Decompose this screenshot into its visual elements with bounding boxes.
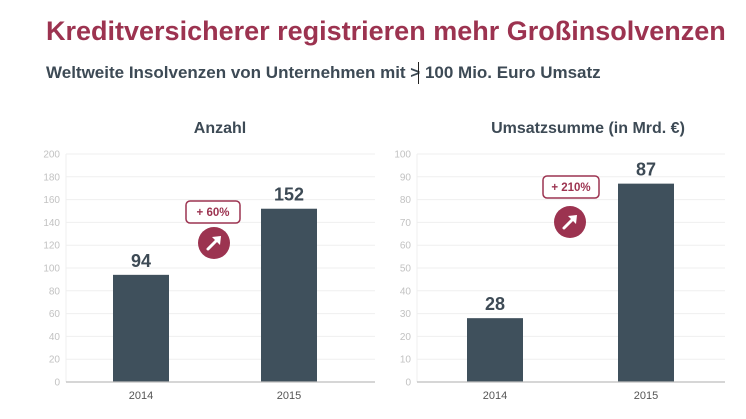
chart-2-y-tick-label: 20	[400, 332, 412, 343]
chart-2-category-label: 2015	[634, 390, 658, 402]
chart-1-y-tick-label: 0	[54, 378, 60, 389]
chart-1-y-tick-label: 180	[43, 172, 60, 183]
chart-1-title: Anzahl	[194, 120, 246, 137]
chart-1-bar-2014	[113, 274, 169, 382]
chart-1-y-tick-label: 40	[49, 332, 61, 343]
chart-2-data-label: 87	[636, 160, 656, 180]
chart-2-y-tick-label: 100	[394, 150, 411, 161]
chart-2-bar-2015	[618, 183, 674, 382]
page-subtitle: Weltweite Insolvenzen von Unternehmen mi…	[46, 63, 601, 82]
page-title: Kreditversicherer registrieren mehr Groß…	[46, 16, 726, 46]
chart-1-growth-badge	[185, 200, 241, 224]
chart-2-y-tick-label: 40	[400, 286, 412, 297]
chart-1-growth-label: + 60%	[197, 207, 230, 219]
chart-2-y-tick-label: 90	[400, 172, 412, 183]
chart-1-arrow-head	[212, 236, 221, 245]
chart-2-growth-badge	[542, 175, 600, 199]
chart-2-arrow-head	[568, 215, 577, 224]
chart-1-y-tick-label: 80	[49, 286, 61, 297]
chart-2-category-label: 2014	[483, 390, 507, 402]
chart-2-y-tick-label: 50	[400, 264, 412, 275]
chart-2-y-tick-label: 30	[400, 309, 412, 320]
chart-2-y-tick-label: 80	[400, 195, 412, 206]
chart-2-growth-label: + 210%	[551, 182, 590, 194]
chart-2-y-tick-label: 0	[405, 378, 411, 389]
chart-2-y-tick-label: 70	[400, 218, 412, 229]
chart-1-y-tick-label: 20	[49, 355, 61, 366]
chart-2-bar-2014	[467, 318, 523, 382]
chart-1-data-label: 152	[274, 185, 304, 205]
chart-2-title: Umsatzsumme (in Mrd. €)	[491, 120, 685, 137]
chart-1-data-label: 94	[131, 251, 151, 271]
chart-1-y-tick-label: 120	[43, 241, 60, 252]
chart-1-y-tick-label: 200	[43, 150, 60, 161]
chart-2-data-label: 28	[485, 294, 505, 314]
chart-2-y-tick-label: 60	[400, 241, 412, 252]
chart-1-y-tick-label: 140	[43, 218, 60, 229]
chart-2-y-tick-label: 10	[400, 355, 412, 366]
chart-1-y-tick-label: 160	[43, 195, 60, 206]
chart-1-category-label: 2015	[277, 390, 301, 402]
text-cursor	[418, 62, 419, 84]
chart-1-y-tick-label: 100	[43, 264, 60, 275]
chart-1-bar-2015	[261, 208, 317, 382]
chart-1-y-tick-label: 60	[49, 309, 61, 320]
chart-1-category-label: 2014	[129, 390, 153, 402]
